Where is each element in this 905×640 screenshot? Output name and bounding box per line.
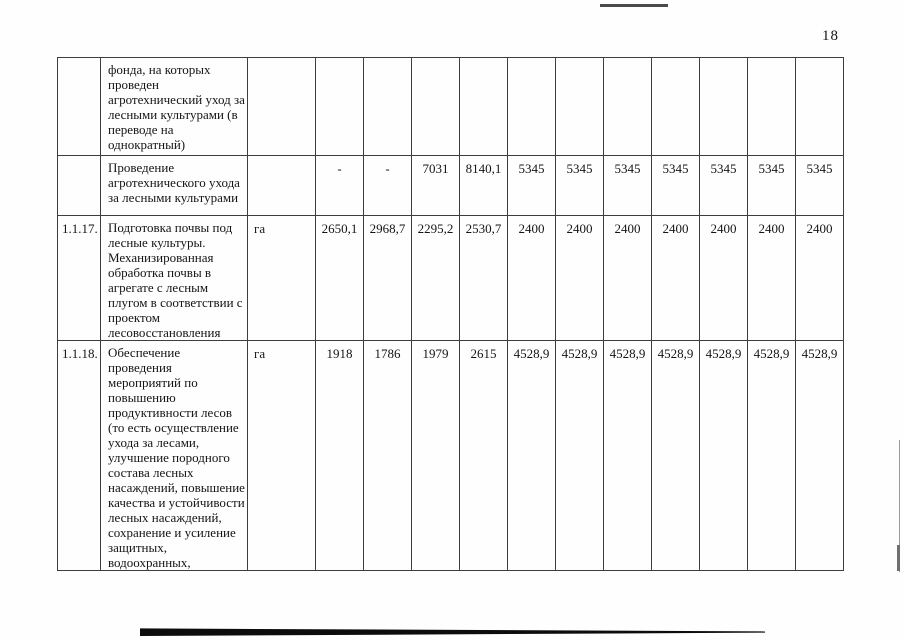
unit-cell: га xyxy=(247,340,316,571)
value-cell: 4528,9 xyxy=(795,340,844,571)
value-cell: 2650,1 xyxy=(315,215,364,341)
value-cell: 2400 xyxy=(795,215,844,341)
table-row-continuation: фонда, на которых проведен агротехническ… xyxy=(57,57,844,156)
value-cell: 2530,7 xyxy=(459,215,508,341)
description-cell: Обеспечение проведения мероприятий по по… xyxy=(100,340,248,571)
value-cell: - xyxy=(315,155,364,216)
unit-cell xyxy=(247,57,316,156)
description-cell: Проведение агротехнического ухода за лес… xyxy=(100,155,248,216)
bottom-scan-bar xyxy=(140,628,765,636)
value-cell xyxy=(603,57,652,156)
value-cell: 4528,9 xyxy=(747,340,796,571)
value-cell xyxy=(363,57,412,156)
value-cell: 4528,9 xyxy=(699,340,748,571)
row-number-cell: 1.1.17. xyxy=(57,215,101,341)
value-cell: 2400 xyxy=(699,215,748,341)
value-cell: 1918 xyxy=(315,340,364,571)
value-cell xyxy=(507,57,556,156)
forestry-data-table: фонда, на которых проведен агротехническ… xyxy=(57,57,844,571)
value-cell: 4528,9 xyxy=(651,340,700,571)
page-number: 18 xyxy=(822,28,839,44)
value-cell: 2615 xyxy=(459,340,508,571)
value-cell: 2400 xyxy=(555,215,604,341)
unit-cell xyxy=(247,155,316,216)
value-cell: 7031 xyxy=(411,155,460,216)
value-cell: 5345 xyxy=(555,155,604,216)
value-cell xyxy=(315,57,364,156)
value-cell xyxy=(555,57,604,156)
row-number-cell xyxy=(57,155,101,216)
value-cell: 2400 xyxy=(603,215,652,341)
value-cell: 4528,9 xyxy=(507,340,556,571)
row-number-cell xyxy=(57,57,101,156)
value-cell xyxy=(459,57,508,156)
value-cell xyxy=(651,57,700,156)
value-cell xyxy=(747,57,796,156)
value-cell: 8140,1 xyxy=(459,155,508,216)
value-cell: 5345 xyxy=(603,155,652,216)
description-cell: фонда, на которых проведен агротехническ… xyxy=(100,57,248,156)
value-cell: 4528,9 xyxy=(603,340,652,571)
value-cell xyxy=(411,57,460,156)
value-cell: 1786 xyxy=(363,340,412,571)
value-cell: 4528,9 xyxy=(555,340,604,571)
unit-cell: га xyxy=(247,215,316,341)
value-cell: 2295,2 xyxy=(411,215,460,341)
table-row-1-1-18: 1.1.18. Обеспечение проведения мероприят… xyxy=(57,340,844,571)
value-cell: 5345 xyxy=(747,155,796,216)
scan-edge-artifact-blob xyxy=(897,545,900,571)
value-cell: 5345 xyxy=(795,155,844,216)
value-cell: 5345 xyxy=(507,155,556,216)
value-cell: 1979 xyxy=(411,340,460,571)
value-cell: - xyxy=(363,155,412,216)
value-cell: 2400 xyxy=(507,215,556,341)
description-cell: Подготовка почвы под лесные культуры. Ме… xyxy=(100,215,248,341)
value-cell xyxy=(699,57,748,156)
scan-edge-artifact xyxy=(899,440,900,572)
top-rule-line xyxy=(600,4,668,7)
value-cell: 5345 xyxy=(699,155,748,216)
value-cell: 2400 xyxy=(651,215,700,341)
row-number-cell: 1.1.18. xyxy=(57,340,101,571)
table-row-1-1-17: 1.1.17. Подготовка почвы под лесные куль… xyxy=(57,215,844,341)
value-cell: 2400 xyxy=(747,215,796,341)
value-cell xyxy=(795,57,844,156)
table-row-agrotechnical-care: Проведение агротехнического ухода за лес… xyxy=(57,155,844,216)
value-cell: 2968,7 xyxy=(363,215,412,341)
value-cell: 5345 xyxy=(651,155,700,216)
